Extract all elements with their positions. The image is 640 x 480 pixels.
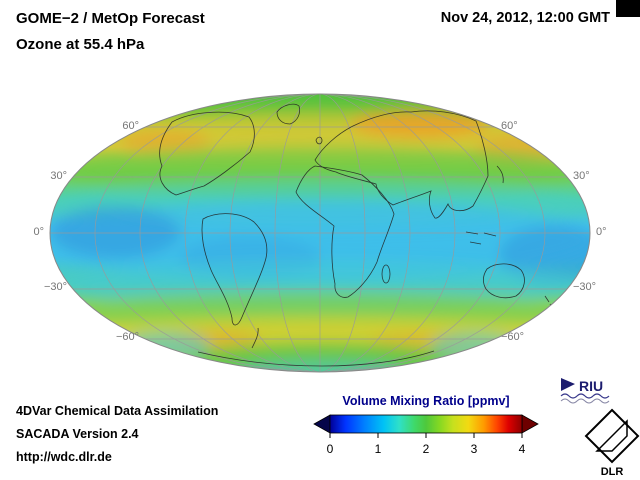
colorbar-gradient: [329, 414, 523, 434]
timestamp: Nov 24, 2012, 12:00 GMT: [440, 10, 610, 26]
colorbar-overflow-arrow: [521, 414, 539, 434]
colorbar-tick-0: 0: [327, 442, 334, 456]
riu-wave2-icon: [560, 398, 610, 404]
page-title: GOME−2 / MetOp Forecast: [16, 10, 205, 27]
riu-logo: RIU: [560, 378, 610, 404]
colorbar-tick-2: 2: [423, 442, 430, 456]
dlr-logo-text: DLR: [601, 466, 624, 478]
lat-label-30n-right: 30°: [573, 170, 590, 182]
coastlines: [159, 103, 555, 367]
colorbar-title: Volume Mixing Ratio [ppmv]: [342, 394, 510, 408]
lat-label-0-left: 0°: [33, 226, 44, 238]
riu-wave-icon: [560, 393, 610, 399]
colorbar-tick-1: 1: [375, 442, 382, 456]
dlr-arrow-icon: [595, 419, 628, 452]
footer-url: http://wdc.dlr.de: [16, 450, 112, 464]
colorbar-underflow-arrow: [313, 414, 331, 434]
page-subtitle: Ozone at 55.4 hPa: [16, 36, 145, 53]
corner-mark: [616, 0, 640, 17]
riu-flag-icon: [561, 378, 575, 391]
map-outline: [49, 93, 591, 373]
footer-assimilation: 4DVar Chemical Data Assimilation: [16, 404, 219, 418]
lat-label-60n-left: 60°: [122, 120, 139, 132]
dlr-diamond-icon: [584, 408, 640, 464]
lat-label-0-right: 0°: [596, 226, 607, 238]
lat-label-60n-right: 60°: [501, 120, 518, 132]
lat-label-60s-left: −60°: [115, 331, 139, 343]
lat-label-30s-right: −30°: [573, 281, 597, 293]
colorbar-tick-marks: [329, 433, 523, 438]
riu-logo-text: RIU: [579, 378, 603, 394]
dlr-logo: DLR: [584, 408, 640, 478]
colorbar: 0 1 2 3 4: [313, 414, 539, 456]
lat-label-60s-right: −60°: [501, 331, 525, 343]
lat-label-30n-left: 30°: [50, 170, 67, 182]
colorbar-tick-4: 4: [519, 442, 526, 456]
lat-label-30s-left: −30°: [43, 281, 67, 293]
footer-version: SACADA Version 2.4: [16, 427, 139, 441]
graticule: [50, 94, 590, 372]
colorbar-tick-3: 3: [471, 442, 478, 456]
